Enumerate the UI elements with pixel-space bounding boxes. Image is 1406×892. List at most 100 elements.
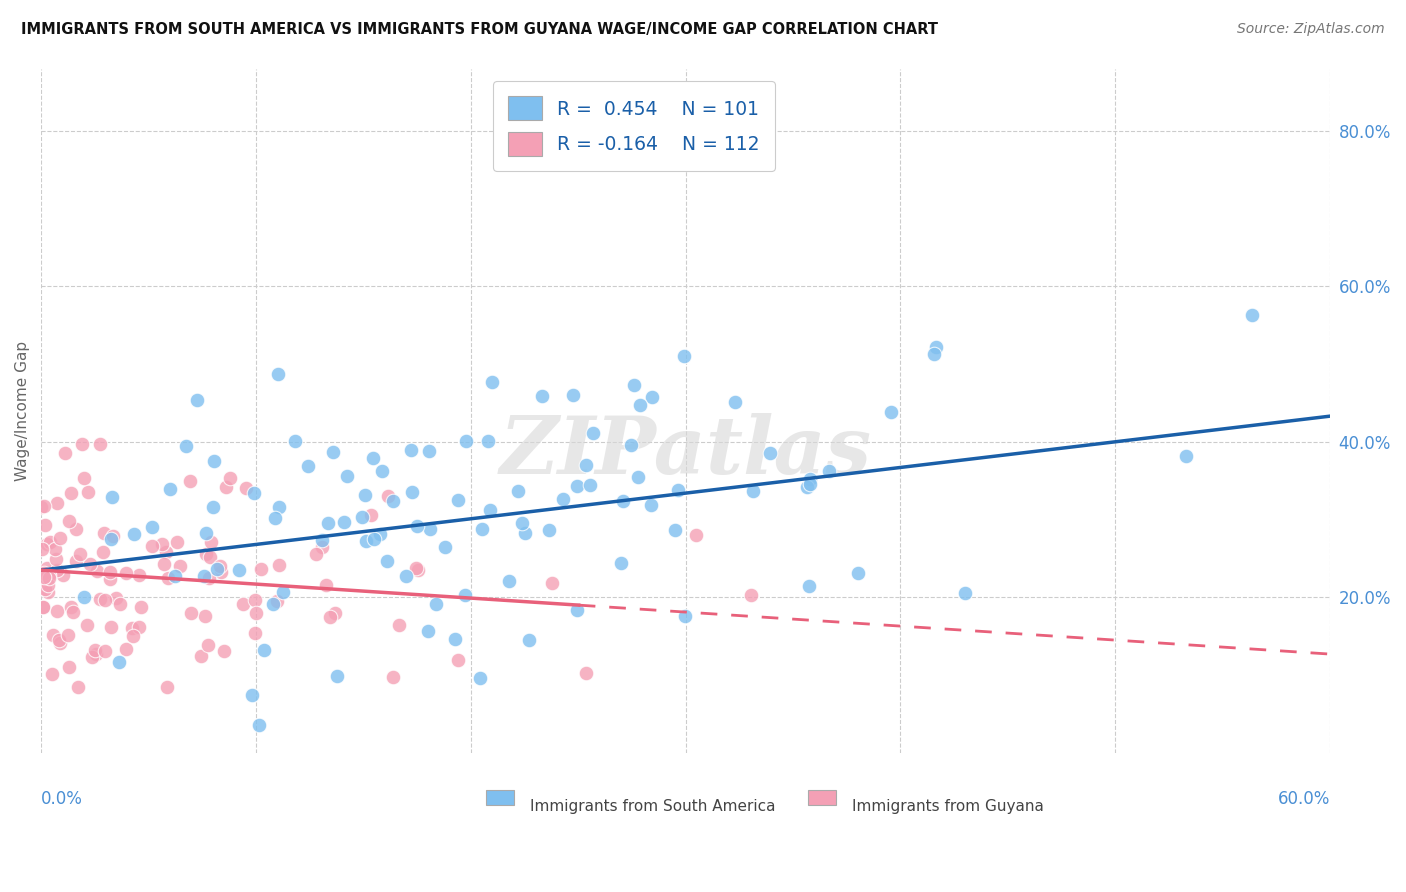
Point bbox=[58, 660, 80, 674]
Point bbox=[193, 569, 215, 583]
Point bbox=[628, 398, 651, 412]
Point bbox=[79, 557, 101, 571]
Point bbox=[93, 526, 115, 541]
Point bbox=[89, 592, 111, 607]
Point bbox=[197, 638, 219, 652]
Point bbox=[685, 528, 707, 542]
Point bbox=[243, 593, 266, 607]
Point bbox=[799, 471, 821, 485]
Point bbox=[506, 483, 529, 498]
Point bbox=[159, 482, 181, 496]
Point bbox=[673, 609, 696, 624]
Point bbox=[82, 650, 104, 665]
Point bbox=[575, 458, 598, 473]
Point bbox=[65, 522, 87, 536]
Point bbox=[418, 444, 440, 458]
Text: IMMIGRANTS FROM SOUTH AMERICA VS IMMIGRANTS FROM GUYANA WAGE/INCOME GAP CORRELAT: IMMIGRANTS FROM SOUTH AMERICA VS IMMIGRA… bbox=[21, 22, 938, 37]
Point bbox=[406, 519, 429, 533]
Point bbox=[180, 606, 202, 620]
Point bbox=[209, 565, 232, 579]
Point bbox=[73, 471, 96, 485]
Point bbox=[267, 558, 290, 573]
Point bbox=[444, 632, 467, 646]
Point bbox=[470, 671, 492, 685]
Point bbox=[93, 643, 115, 657]
Point bbox=[361, 450, 384, 465]
Point bbox=[60, 599, 83, 614]
Point bbox=[121, 621, 143, 635]
Point bbox=[215, 480, 238, 494]
Point bbox=[76, 617, 98, 632]
Point bbox=[517, 632, 540, 647]
Point bbox=[266, 594, 288, 608]
Point bbox=[121, 629, 143, 643]
Point bbox=[375, 554, 398, 568]
Point bbox=[538, 523, 561, 537]
Point bbox=[263, 510, 285, 524]
Point bbox=[322, 445, 344, 459]
Point bbox=[34, 582, 56, 596]
Point bbox=[157, 572, 180, 586]
Point bbox=[419, 522, 441, 536]
Point bbox=[46, 604, 69, 618]
Point bbox=[150, 537, 173, 551]
Point bbox=[100, 565, 122, 579]
Point bbox=[664, 524, 686, 538]
Point bbox=[262, 597, 284, 611]
Point bbox=[37, 585, 59, 599]
Point bbox=[70, 436, 93, 450]
Point bbox=[59, 485, 82, 500]
Point bbox=[190, 648, 212, 663]
Point bbox=[103, 529, 125, 543]
Point bbox=[115, 642, 138, 657]
Point bbox=[425, 597, 447, 611]
Point bbox=[381, 669, 404, 683]
Point bbox=[1241, 309, 1264, 323]
Point bbox=[796, 480, 818, 494]
Point bbox=[454, 434, 477, 448]
Text: ZIPatlas: ZIPatlas bbox=[499, 413, 872, 491]
Point bbox=[350, 510, 373, 524]
Point bbox=[471, 522, 494, 536]
Point bbox=[388, 617, 411, 632]
Point bbox=[247, 718, 270, 732]
Point bbox=[58, 514, 80, 528]
Point bbox=[122, 527, 145, 541]
Point bbox=[880, 404, 903, 418]
Point bbox=[202, 454, 225, 468]
Point bbox=[37, 578, 59, 592]
Point bbox=[354, 534, 377, 549]
Point bbox=[89, 437, 111, 451]
Point bbox=[62, 605, 84, 619]
Point bbox=[69, 547, 91, 561]
Point bbox=[672, 349, 695, 363]
Point bbox=[333, 515, 356, 529]
Point bbox=[48, 632, 70, 647]
Point bbox=[194, 609, 217, 624]
Text: 60.0%: 60.0% bbox=[1278, 790, 1330, 808]
Point bbox=[609, 556, 631, 570]
Point bbox=[186, 393, 208, 408]
Point bbox=[759, 446, 782, 460]
Point bbox=[1174, 449, 1197, 463]
Point bbox=[174, 439, 197, 453]
Point bbox=[179, 474, 201, 488]
Text: Immigrants from South America: Immigrants from South America bbox=[530, 799, 775, 814]
Point bbox=[297, 459, 319, 474]
Point bbox=[194, 547, 217, 561]
Point bbox=[83, 643, 105, 657]
Point bbox=[240, 689, 263, 703]
Point bbox=[284, 434, 307, 449]
Point bbox=[612, 494, 634, 508]
Point bbox=[91, 545, 114, 559]
Point bbox=[530, 389, 553, 403]
Point bbox=[405, 561, 427, 575]
Point bbox=[38, 567, 60, 582]
Point bbox=[32, 566, 55, 580]
Point bbox=[245, 606, 267, 620]
Point bbox=[565, 603, 588, 617]
Point bbox=[326, 669, 349, 683]
Point bbox=[513, 526, 536, 541]
Point bbox=[846, 566, 869, 580]
Point bbox=[305, 548, 328, 562]
